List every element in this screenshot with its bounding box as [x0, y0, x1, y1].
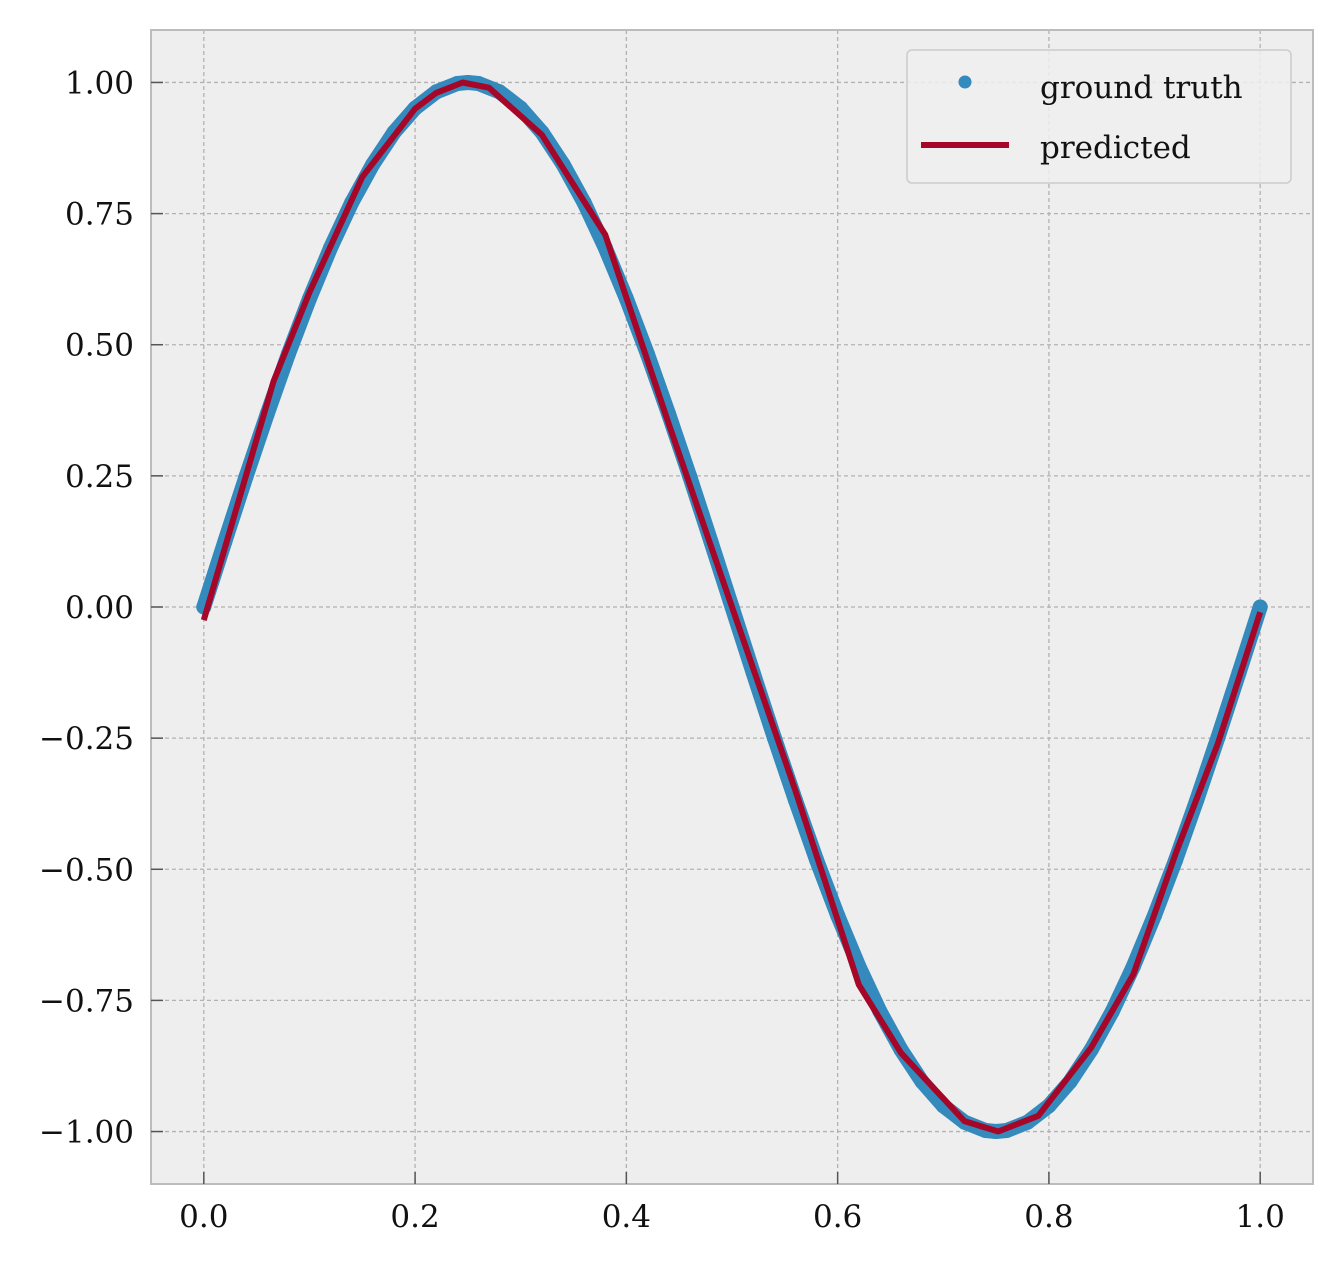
x-tick-label: 0.8: [1024, 1199, 1073, 1235]
grid: [151, 30, 1313, 1184]
x-tick-labels: 0.0 0.2 0.4 0.6 0.8 1.0: [179, 1199, 1285, 1235]
y-tick-label: 0.25: [65, 459, 134, 495]
x-tick-label: 1.0: [1236, 1199, 1285, 1235]
x-tick-label: 0.4: [602, 1199, 651, 1235]
legend: ground truth predicted: [906, 49, 1292, 184]
y-tick-label: −0.25: [39, 721, 134, 757]
y-tick-label: 1.00: [65, 65, 134, 101]
y-tick-label: −0.75: [39, 983, 134, 1019]
x-tick-label: 0.0: [179, 1199, 228, 1235]
legend-label-ground-truth: ground truth: [1040, 70, 1243, 106]
x-tick-label: 0.6: [813, 1199, 862, 1235]
y-tick-label: 0.75: [65, 197, 134, 233]
tick-marks: [151, 81, 1261, 1184]
legend-frame: [906, 49, 1292, 184]
legend-label-predicted: predicted: [1040, 130, 1191, 166]
predicted-line: [200, 79, 1264, 1135]
y-tick-label: −1.00: [39, 1115, 134, 1151]
y-tick-label: 0.50: [65, 328, 134, 364]
y-tick-label: −0.50: [39, 852, 134, 888]
legend-marker-ground-truth: [958, 75, 972, 89]
y-tick-labels: 1.00 0.75 0.50 0.25 0.00 −0.25 −0.50 −0.75 −1.00: [39, 65, 134, 1150]
x-tick-label: 0.2: [390, 1199, 439, 1235]
y-tick-label: 0.00: [65, 590, 134, 626]
series-layer: [196, 74, 1268, 1140]
